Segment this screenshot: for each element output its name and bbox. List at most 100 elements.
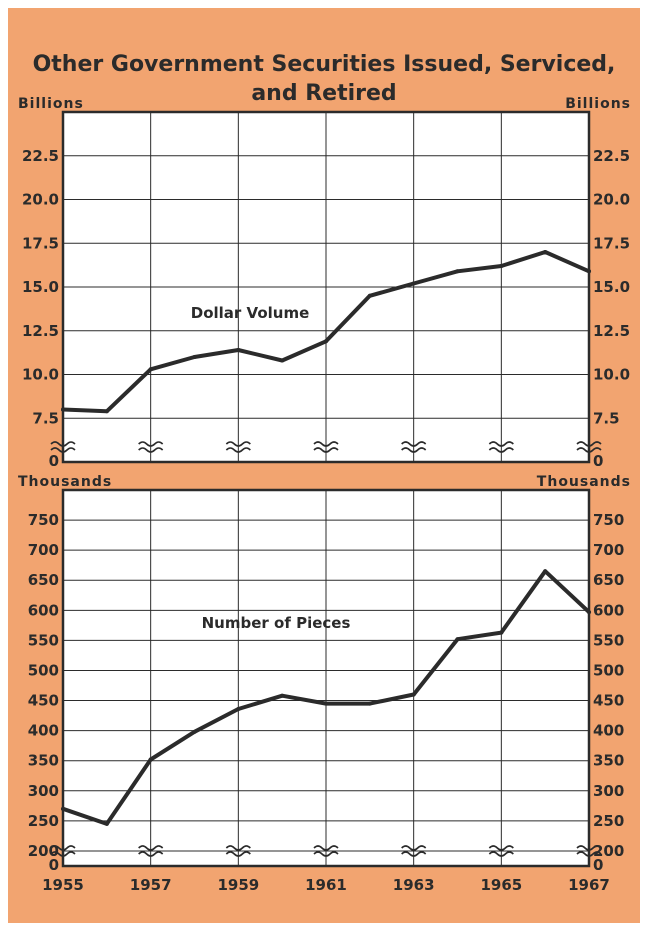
data-point <box>499 264 504 268</box>
y-tick-label-right: 17.5 <box>593 234 630 252</box>
axis-break-mark <box>488 447 514 453</box>
x-tick-label: 1955 <box>42 876 84 894</box>
y-tick-label-left: 700 <box>28 541 59 559</box>
x-tick-label: 1957 <box>130 876 172 894</box>
axis-break-mark <box>488 845 514 851</box>
y-tick-label-left: 650 <box>28 571 59 589</box>
x-tick-label: 1961 <box>305 876 347 894</box>
axis-break-mark <box>401 845 427 851</box>
plot-frame <box>61 488 591 868</box>
chart-title-line-1: Other Government Securities Issued, Serv… <box>32 52 616 77</box>
data-point <box>411 281 416 286</box>
data-point <box>587 610 591 615</box>
y-tick-label-right: 650 <box>593 571 624 589</box>
x-tick-label: 1963 <box>393 876 435 894</box>
y-tick-label-right: 600 <box>593 601 624 619</box>
data-point <box>61 407 65 412</box>
axis-break-mark <box>138 447 164 453</box>
y-tick-label-right: 550 <box>593 631 624 649</box>
axis-break-mark <box>50 845 76 851</box>
data-point <box>367 701 372 706</box>
data-point <box>192 355 197 359</box>
data-point <box>587 269 591 274</box>
y-tick-label-right: 7.5 <box>593 409 620 427</box>
y-tick-label-right: 10.0 <box>593 366 630 384</box>
y-tick-label-right: 15.0 <box>593 278 630 296</box>
y-tick-label-left: 600 <box>28 601 59 619</box>
y-tick-label-right: 700 <box>593 541 624 559</box>
data-point <box>104 409 109 414</box>
data-point <box>280 358 285 363</box>
y-tick-label-right: 0 <box>593 452 603 470</box>
plot-frame <box>61 110 591 464</box>
data-point <box>455 637 460 642</box>
chart-panel-2: 200 200 250 250 300 300 350 350 400 400 450 450 500 5… <box>18 474 631 874</box>
data-point <box>148 367 153 372</box>
axis-break-mark <box>576 447 602 453</box>
y-tick-label-left: 400 <box>28 722 59 740</box>
y-tick-label-left: 250 <box>28 812 59 830</box>
data-point <box>280 693 285 698</box>
axis-break-mark <box>576 441 602 447</box>
axis-break-mark <box>313 441 339 447</box>
data-point <box>543 569 548 574</box>
axis-break-mark <box>401 851 427 857</box>
chart-panel-1: 7.5 7.5 10.0 10.0 12.5 12.5 15.0 15.0 17.5 17.5 20… <box>18 96 631 470</box>
data-point <box>148 757 153 762</box>
x-tick-label: 1967 <box>568 876 610 894</box>
y-tick-label-left: 0 <box>49 452 59 470</box>
y-axis-unit-right: Thousands <box>537 474 631 490</box>
y-tick-label-left: 450 <box>28 692 59 710</box>
y-tick-label-left: 15.0 <box>22 278 59 296</box>
axis-break-mark <box>138 441 164 447</box>
data-point <box>499 630 504 635</box>
axis-break-mark <box>138 851 164 857</box>
axis-break-mark <box>225 441 251 447</box>
series-label: Number of Pieces <box>202 614 351 632</box>
x-tick-label: 1959 <box>217 876 259 894</box>
data-point <box>543 250 548 254</box>
y-tick-label-left: 350 <box>28 752 59 770</box>
axis-break-mark <box>225 851 251 857</box>
data-point <box>324 701 328 706</box>
axis-break-mark <box>313 845 339 851</box>
y-axis-unit-right: Billions <box>565 96 631 112</box>
y-tick-label-left: 750 <box>28 511 59 529</box>
y-tick-label-right: 200 <box>593 842 624 860</box>
y-tick-label-left: 20.0 <box>22 191 59 209</box>
data-point <box>324 339 328 344</box>
y-tick-label-right: 12.5 <box>593 322 630 340</box>
y-tick-label-right: 300 <box>593 782 624 800</box>
y-tick-label-left: 12.5 <box>22 322 59 340</box>
y-tick-label-right: 500 <box>593 661 624 679</box>
data-point <box>236 348 241 352</box>
data-point <box>455 269 460 274</box>
axis-break-mark <box>313 851 339 857</box>
axis-break-mark <box>401 441 427 447</box>
y-tick-label-left: 550 <box>28 631 59 649</box>
axis-break-mark <box>576 851 602 857</box>
chart-title: Other Government Securities Issued, Serv… <box>0 50 648 108</box>
axis-break-mark <box>50 851 76 857</box>
series-label: Dollar Volume <box>191 304 310 322</box>
x-tick-label: 1965 <box>480 876 522 894</box>
axis-break-mark <box>313 447 339 453</box>
y-tick-label-right: 450 <box>593 692 624 710</box>
axis-break-mark <box>50 441 76 447</box>
y-tick-label-left: 200 <box>28 842 59 860</box>
y-axis-unit-left: Thousands <box>18 474 112 490</box>
y-tick-label-right: 350 <box>593 752 624 770</box>
data-point <box>104 821 109 826</box>
y-tick-label-right: 250 <box>593 812 624 830</box>
axis-break-mark <box>401 447 427 453</box>
data-point <box>236 706 241 711</box>
y-tick-label-right: 20.0 <box>593 191 630 209</box>
y-tick-label-right: 22.5 <box>593 147 630 165</box>
y-tick-label-right: 400 <box>593 722 624 740</box>
y-tick-label-left: 7.5 <box>32 409 59 427</box>
axis-break-mark <box>576 845 602 851</box>
y-tick-label-left: 500 <box>28 661 59 679</box>
y-axis-unit-left: Billions <box>18 96 84 112</box>
axis-break-mark <box>225 447 251 453</box>
data-point <box>367 293 372 298</box>
